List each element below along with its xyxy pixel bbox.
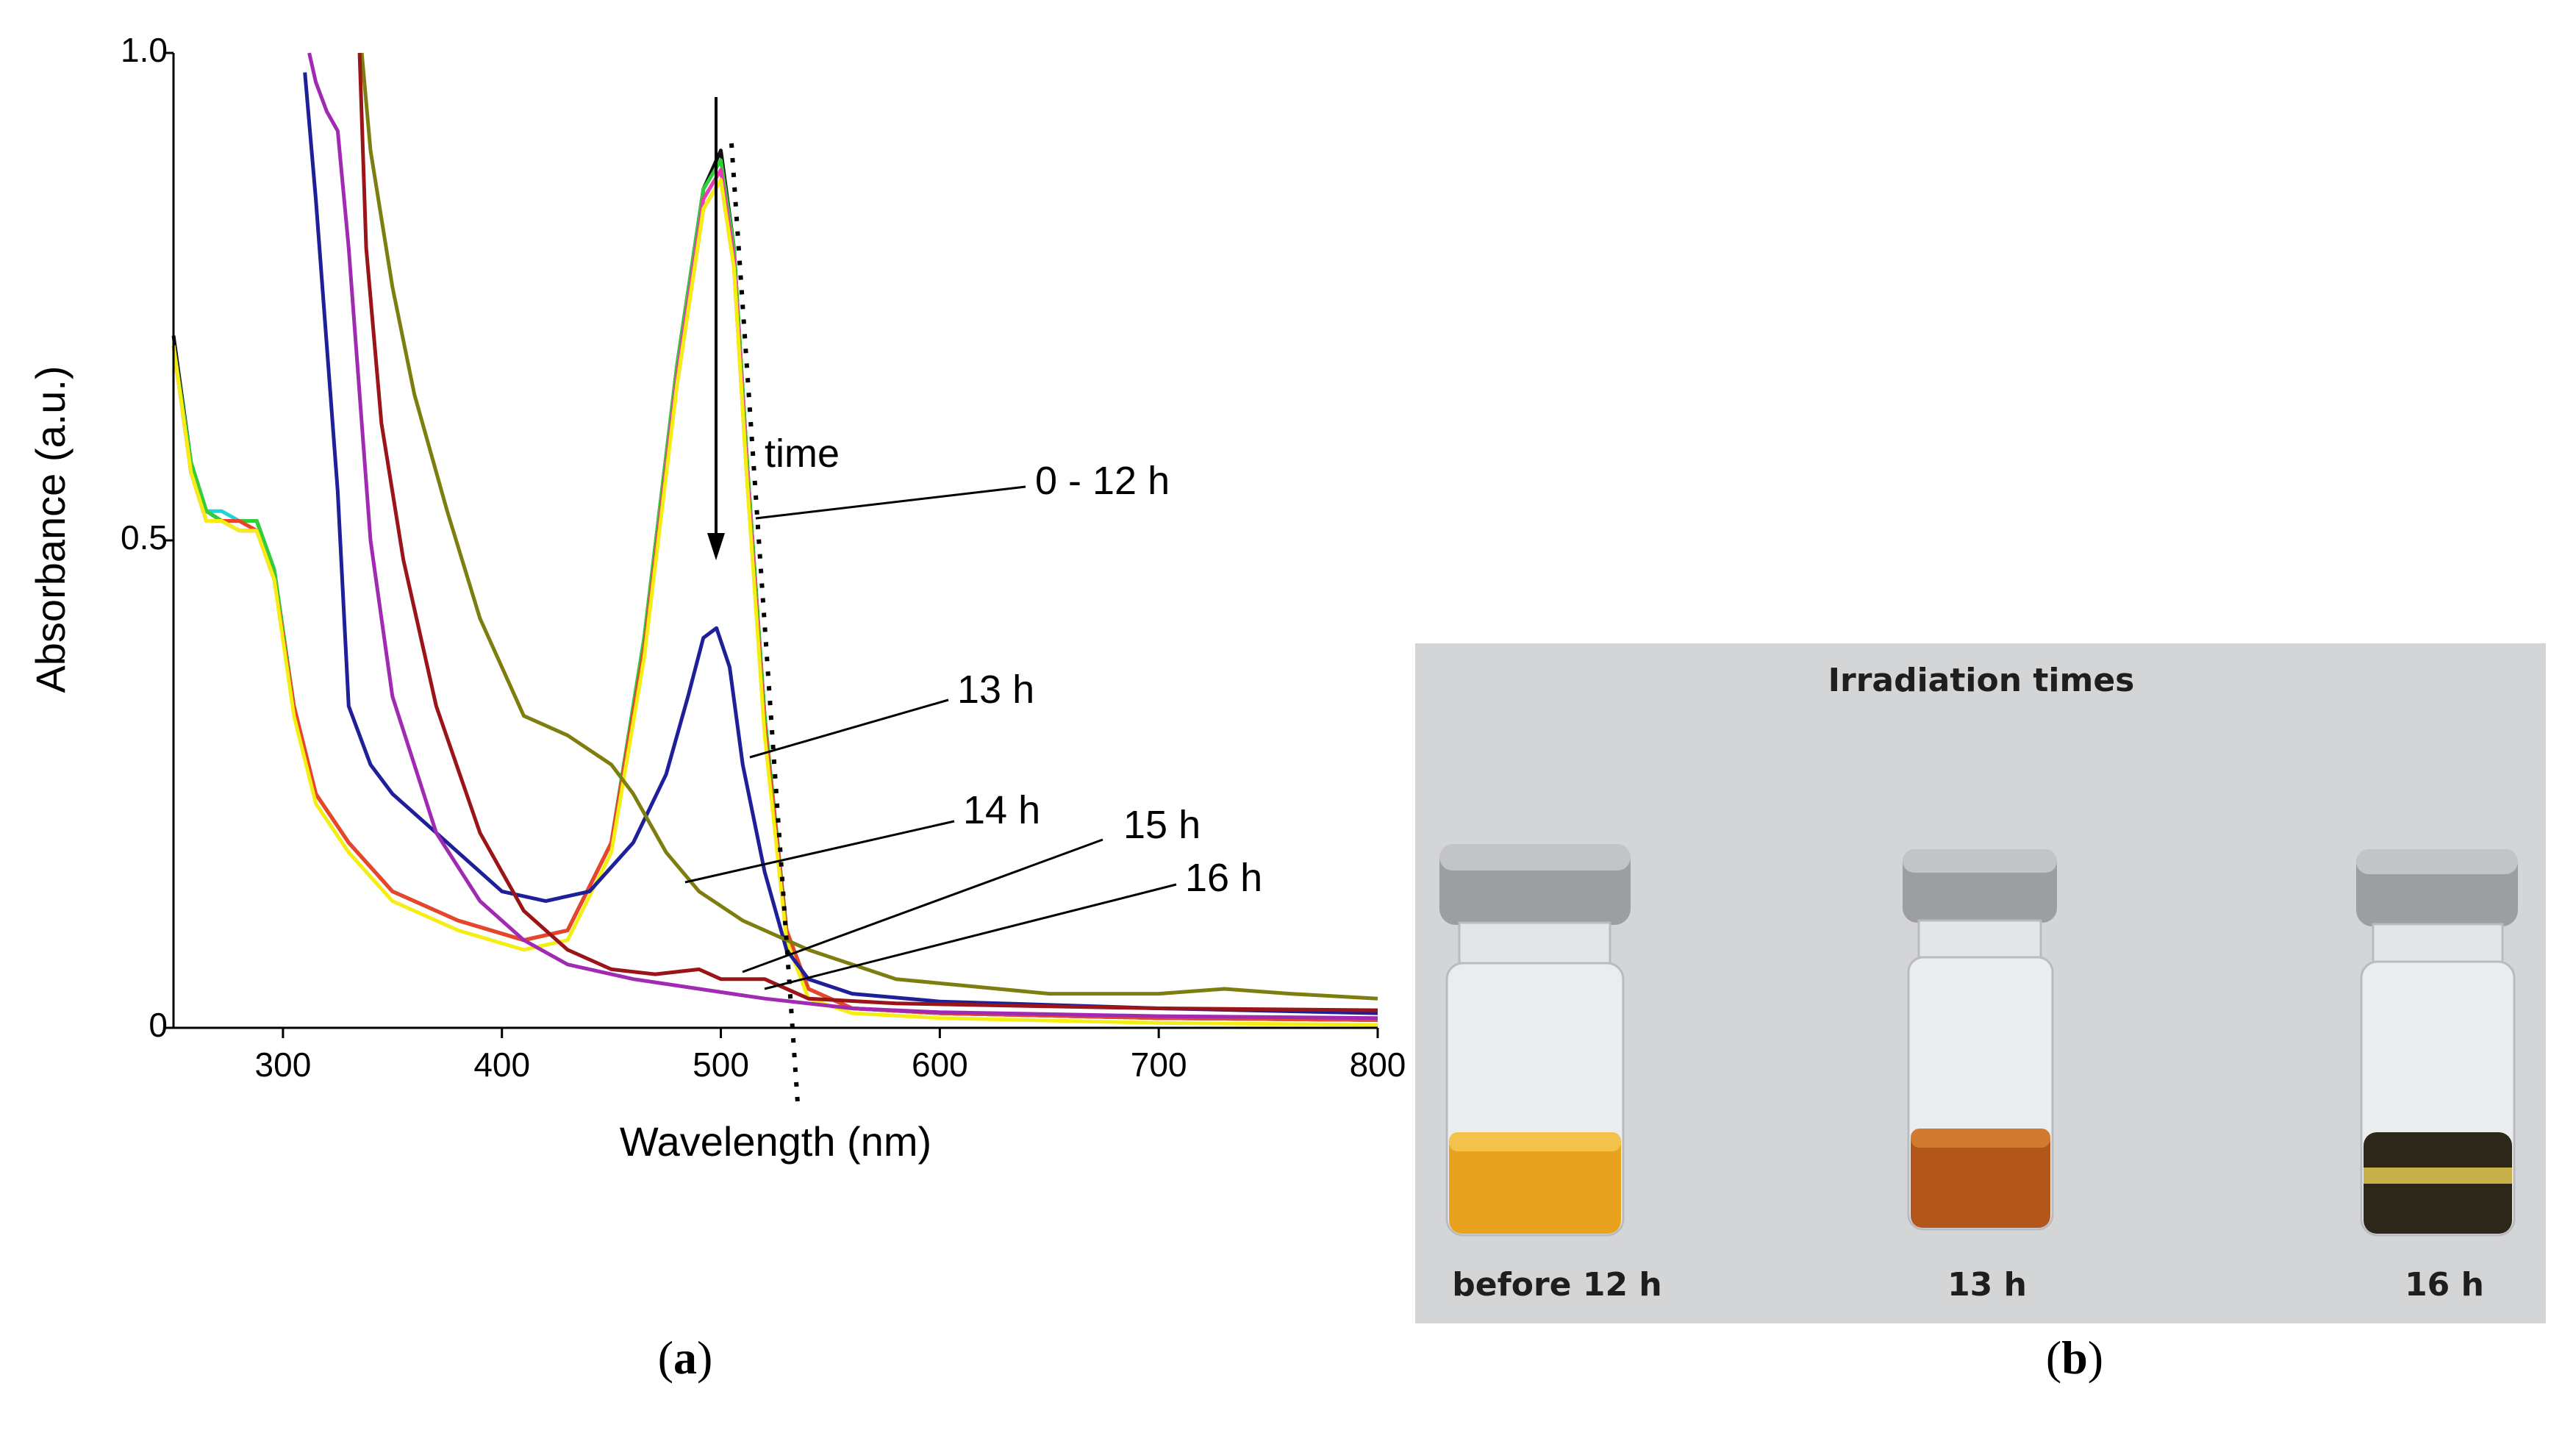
series-line-7 xyxy=(359,52,1378,1001)
vial-liquid-meniscus xyxy=(1911,1129,2050,1148)
label-14h: 14 h xyxy=(963,788,1040,832)
vial-cap-top xyxy=(2356,849,2518,874)
panel-a-letter: a xyxy=(673,1331,697,1384)
vial-neck xyxy=(1458,921,1611,968)
dotted-guide-line xyxy=(729,143,800,1104)
photo-title: Irradiation times xyxy=(1828,662,2135,699)
series-group xyxy=(171,52,1378,1027)
series-line-6 xyxy=(303,72,1378,1015)
series-line-9 xyxy=(307,52,1378,1020)
panel-b-label: (b) xyxy=(2046,1331,2103,1384)
series-line-8 xyxy=(357,52,1378,1012)
vial-cap-top xyxy=(1903,849,2057,873)
panel-a-label: (a) xyxy=(658,1331,713,1384)
vial-liquid-band xyxy=(2364,1168,2512,1184)
annotation-group: time 0 - 12 h 13 h 14 h 15 h 16 h xyxy=(684,97,1262,1104)
vial-liquid-meniscus xyxy=(1449,1132,1621,1151)
x-tick-label: 300 xyxy=(255,1045,312,1084)
absorbance-chart: time 0 - 12 h 13 h 14 h 15 h 16 h 300 400… xyxy=(27,31,1406,1384)
vial-before-12h: before 12 h xyxy=(1439,844,1662,1304)
x-tick-group: 300 400 500 600 700 800 xyxy=(255,1028,1406,1084)
vial-neck xyxy=(2372,923,2504,966)
y-tick-group: 0 0.5 1.0 xyxy=(121,31,173,1044)
vial-neck xyxy=(1917,919,2042,962)
leader-15h xyxy=(742,838,1103,973)
leader-0-12h xyxy=(755,485,1026,520)
y-tick-label: 1.0 xyxy=(121,31,168,69)
label-15h: 15 h xyxy=(1123,803,1201,847)
series-line-5 xyxy=(171,177,1378,1027)
x-axis-title: Wavelength (nm) xyxy=(620,1118,931,1165)
vial-cap-top xyxy=(1439,844,1631,870)
x-tick-label: 600 xyxy=(912,1045,968,1084)
vial-photo: Irradiation times before 12 h 13 h xyxy=(1415,643,2546,1384)
vial-label: before 12 h xyxy=(1452,1266,1661,1304)
series-line-4 xyxy=(171,177,1378,1022)
label-13h: 13 h xyxy=(957,668,1034,712)
leader-13h xyxy=(749,698,949,759)
vial-liquid xyxy=(1449,1132,1621,1234)
vial-13h: 13 h xyxy=(1903,849,2057,1304)
x-tick-label: 500 xyxy=(693,1045,749,1084)
time-arrow-head xyxy=(707,533,725,560)
leader-16h xyxy=(764,883,1177,990)
vial-label: 13 h xyxy=(1947,1266,2027,1304)
x-tick-label: 800 xyxy=(1350,1045,1406,1084)
leader-14h xyxy=(684,820,955,884)
panel-b-letter: b xyxy=(2061,1331,2088,1384)
label-0-12h: 0 - 12 h xyxy=(1035,459,1170,503)
x-tick-label: 700 xyxy=(1131,1045,1187,1084)
vial-16h: 16 h xyxy=(2356,849,2518,1304)
x-tick-label: 400 xyxy=(473,1045,530,1084)
vial-liquid xyxy=(1911,1129,2050,1228)
vial-label: 16 h xyxy=(2405,1266,2484,1304)
y-axis-title: Absorbance (a.u.) xyxy=(27,365,74,693)
y-tick-label: 0 xyxy=(149,1006,168,1044)
label-16h: 16 h xyxy=(1185,856,1262,900)
y-tick-label: 0.5 xyxy=(121,518,168,557)
time-label: time xyxy=(765,432,840,476)
